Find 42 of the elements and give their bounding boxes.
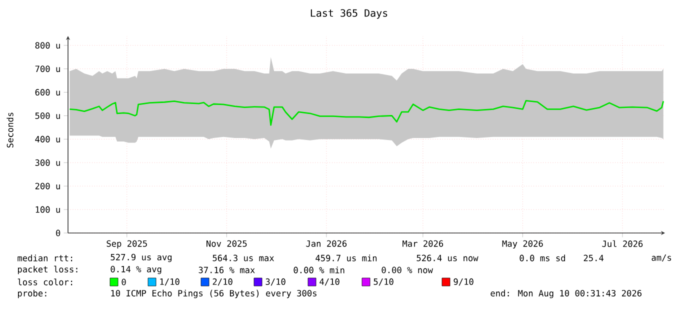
- text: 0.14 % avg: [110, 266, 162, 274]
- text: 25.4: [584, 254, 604, 262]
- y-tick-label: 200 u: [35, 182, 60, 190]
- y-tick-label: 600 u: [35, 89, 60, 96]
- x-tick-label: Jan 2026: [306, 240, 347, 247]
- text: 0.0 ms sd: [520, 254, 565, 262]
- text: end: Mon Aug 10 00:31:43 2026: [490, 290, 642, 298]
- text: 526.4 us now: [416, 254, 478, 262]
- text: 527.9 us avg: [110, 254, 172, 262]
- text: 5/10: [374, 278, 394, 286]
- x-tick-label: May 2026: [502, 240, 543, 248]
- y-tick-label: 700 u: [35, 66, 60, 72]
- text: median rtt:: [18, 254, 72, 262]
- x-tick-label: Nov 2025: [206, 240, 247, 247]
- text: 0.00 % min: [294, 266, 344, 274]
- y-tick-label: 800 u: [35, 42, 60, 49]
- text: 4/10: [320, 278, 340, 286]
- text: 10 ICMP Echo Pings (56 Bytes) every 300s: [111, 290, 316, 298]
- text: probe:: [18, 290, 46, 298]
- text: am/s: [652, 254, 672, 262]
- text: 459.7 us min: [316, 254, 377, 262]
- text: 2/10: [212, 278, 232, 286]
- y-axis-title: Seconds: [6, 112, 14, 148]
- text: 3/10: [266, 278, 286, 286]
- x-tick-label: Mar 2026: [402, 240, 444, 247]
- text: 564.3 us max: [212, 254, 274, 262]
- x-tick-label: Jul 2026: [602, 240, 643, 248]
- text: 9/10: [454, 278, 474, 286]
- y-tick-label: 100 u: [36, 206, 60, 213]
- y-tick-label: 500 u: [35, 112, 60, 119]
- x-tick-label: Sep 2025: [106, 240, 147, 248]
- text: 1/10: [160, 278, 180, 286]
- text: packet loss:: [18, 266, 78, 274]
- text: 0: [122, 278, 126, 286]
- y-tick-label: 300 u: [35, 159, 60, 166]
- y-tick-label: 400 u: [35, 136, 60, 142]
- text: loss color:: [18, 278, 72, 286]
- text: 0.00 % now: [382, 266, 433, 274]
- line-series: [68, 100, 664, 126]
- y-tick-label: 0: [56, 230, 60, 236]
- text: 37.16 % max: [198, 266, 255, 274]
- chart-title: Last 365 Days: [310, 9, 388, 19]
